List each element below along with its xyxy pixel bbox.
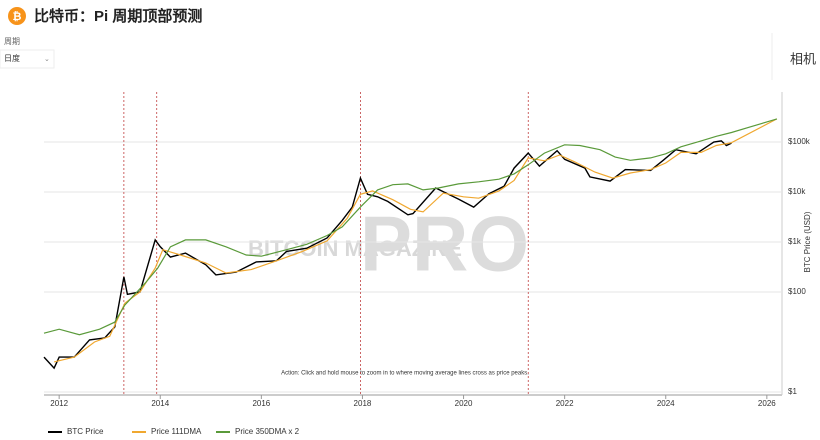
side-text: 相机 <box>790 51 816 66</box>
period-select[interactable] <box>0 49 55 69</box>
x-tick-label: 2016 <box>252 399 270 408</box>
dropdown-arrow: ⌄ <box>44 56 50 63</box>
series-line <box>53 118 778 363</box>
x-tick-label: 2026 <box>758 399 776 408</box>
watermark: PRO <box>360 200 529 288</box>
legend-label: Price 350DMA x 2 <box>235 427 300 436</box>
watermark: BITCOIN MAGAZINE <box>248 236 462 261</box>
bitcoin-icon <box>8 7 26 25</box>
y-tick-label: $100k <box>788 137 811 146</box>
x-tick-label: 2018 <box>354 399 372 408</box>
x-tick-label: 2014 <box>151 399 169 408</box>
y-axis-label: BTC Price (USD) <box>803 211 812 272</box>
bitcoin-icon-glyph: ₿ <box>13 11 22 23</box>
y-tick-label: $1 <box>788 387 797 396</box>
period-value[interactable]: 日度 <box>4 53 20 63</box>
y-tick-label: $10k <box>788 187 806 196</box>
y-tick-label: $1k <box>788 237 802 246</box>
period-label: 周期 <box>4 37 20 46</box>
annotation: Action: Click and hold mouse to zoom in … <box>281 371 529 377</box>
series-line <box>43 118 778 336</box>
legend-label: BTC Price <box>67 427 104 436</box>
x-tick-label: 2020 <box>455 399 473 408</box>
page-title: 比特币：Pi 周期顶部预测 <box>34 7 202 25</box>
legend-label: Price 111DMA <box>151 427 202 436</box>
x-tick-label: 2022 <box>556 399 574 408</box>
x-tick-label: 2012 <box>50 399 68 408</box>
y-tick-label: $100 <box>788 287 806 296</box>
x-tick-label: 2024 <box>657 399 675 408</box>
